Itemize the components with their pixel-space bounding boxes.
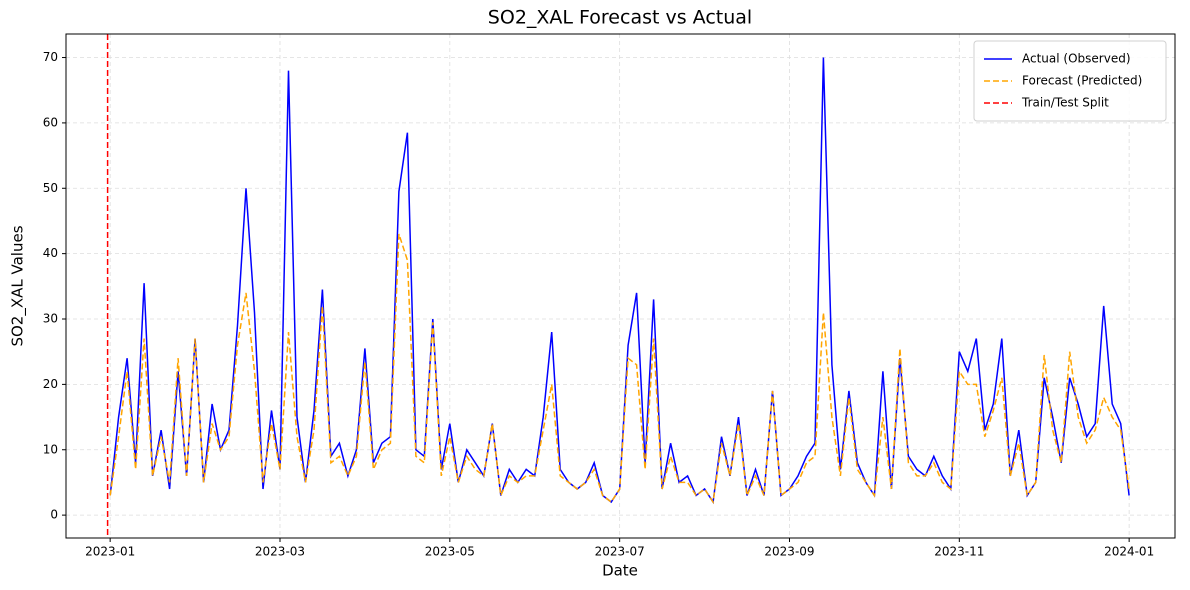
x-tick-label: 2023-03 [255,545,305,559]
y-tick-label: 30 [43,312,58,326]
x-axis-label: Date [602,562,638,580]
y-tick-label: 60 [43,115,58,129]
legend: Actual (Observed) Forecast (Predicted) Tra… [973,40,1167,122]
series-line [109,233,1130,505]
y-tick-label: 0 [50,508,58,522]
y-tick-label: 70 [43,50,58,64]
x-tick-label: 2023-01 [85,545,135,559]
x-tick-label: 2023-09 [764,545,814,559]
legend-label: Actual (Observed) [1022,52,1131,66]
plot-frame [65,33,1176,539]
chart-title: SO2_XAL Forecast vs Actual [488,7,752,29]
y-tick-label: 20 [43,377,58,391]
y-tick-label: 50 [43,181,58,195]
legend-label: Forecast (Predicted) [1022,74,1142,88]
legend-box [973,40,1167,122]
x-tick-label: 2023-07 [595,545,645,559]
y-tick-label: 10 [43,442,58,456]
x-tick-label: 2023-11 [934,545,984,559]
x-tick-label: 2023-05 [425,545,475,559]
legend-label: Train/Test Split [1021,96,1109,110]
y-axis-label: SO2_XAL Values [9,225,28,346]
x-tick-label: 2024-01 [1104,545,1154,559]
y-tick-label: 40 [43,246,58,260]
